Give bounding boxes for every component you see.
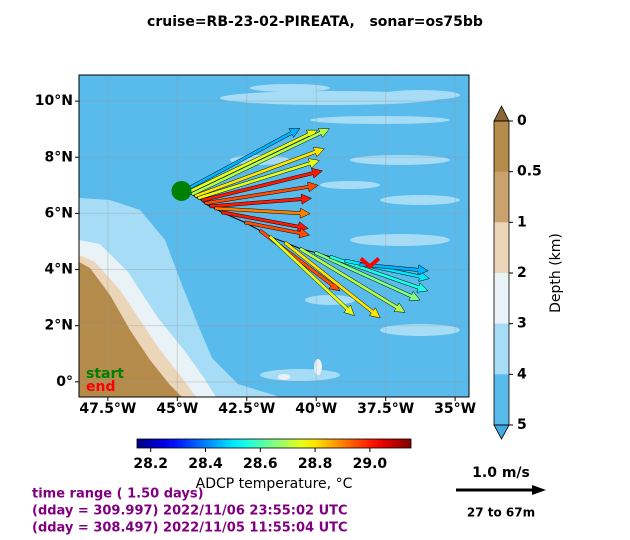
current-vector (298, 246, 406, 313)
time-info: time range ( 1.50 days) (32, 487, 204, 502)
current-vector (244, 220, 311, 239)
map-frame (78, 74, 470, 398)
x-tick-label: 35°W (434, 401, 476, 417)
temperature-colorbar (136, 438, 412, 449)
time-info: (dday = 309.997) 2022/11/06 23:55:02 UTC (32, 504, 348, 519)
current-vector (193, 147, 325, 199)
current-vector (221, 210, 309, 232)
depth-colorbar-segment (494, 374, 509, 426)
x-tick-label: 45°W (156, 401, 198, 417)
x-tick-label: 37.5°W (357, 401, 414, 417)
colorbar-tick-label: 3 (517, 316, 527, 332)
chart-title: cruise=RB-23-02-PIREATA, sonar=os75bb (147, 14, 483, 30)
current-vector (214, 206, 311, 219)
colorbar-tick-label: 1 (517, 214, 527, 230)
colorbar-tick-label: 28.8 (298, 456, 333, 472)
x-tick-label: 42.5°W (218, 401, 275, 417)
current-vector (183, 128, 301, 193)
depth-colorbar-extend (493, 105, 510, 122)
current-vector (204, 181, 319, 206)
y-tick-label: 4°N (45, 262, 73, 278)
x-tick-label: 47.5°W (79, 401, 136, 417)
depth-colorbar-segment (494, 171, 509, 223)
depth-colorbar-segment (494, 273, 509, 325)
colorbar-tick-label: 28.4 (188, 456, 223, 472)
colorbar-tick-label: 28.6 (243, 456, 278, 472)
end-label: end (86, 379, 115, 395)
depth-colorbar-extend (493, 424, 510, 440)
bathymetry (79, 75, 469, 397)
x-tick-label: 40°W (295, 401, 337, 417)
current-vector (283, 240, 381, 319)
time-info: (dday = 308.497) 2022/11/05 11:55:04 UTC (32, 521, 348, 536)
colorbar-tick-label: 28.2 (133, 456, 168, 472)
quiver-key-head (532, 485, 546, 495)
y-tick-label: 2°N (45, 318, 73, 334)
depth-colorbar-label: Depth (km) (548, 233, 564, 313)
depth-colorbar-segment (494, 121, 509, 173)
y-tick-label: 8°N (45, 149, 73, 165)
depth-colorbar-segment (494, 323, 509, 375)
quiver-key-label: 1.0 m/s (472, 465, 530, 481)
current-vector (209, 193, 313, 209)
colorbar-tick-label: 5 (517, 417, 527, 433)
colorbar-tick-label: 0.5 (517, 164, 542, 180)
current-vector (190, 128, 331, 197)
vectors (183, 128, 430, 319)
colorbar-tick-label: 29.0 (353, 456, 388, 472)
depth-colorbar-segment (494, 222, 509, 274)
y-tick-label: 10°N (35, 93, 73, 109)
depth-range: 27 to 67m (467, 506, 535, 520)
colorbar-tick-label: 4 (517, 366, 527, 382)
temperature-colorbar-label: ADCP temperature, °C (196, 476, 353, 492)
y-tick-label: 6°N (45, 205, 73, 221)
current-vector (201, 167, 323, 203)
end-marker (359, 256, 381, 270)
colorbar-tick-label: 0 (517, 113, 527, 129)
current-vector (197, 158, 320, 201)
start-marker (171, 180, 192, 201)
start-label: start (86, 366, 124, 382)
current-vector (268, 234, 355, 316)
y-tick-label: 0° (56, 374, 73, 390)
colorbar-tick-label: 2 (517, 265, 527, 281)
